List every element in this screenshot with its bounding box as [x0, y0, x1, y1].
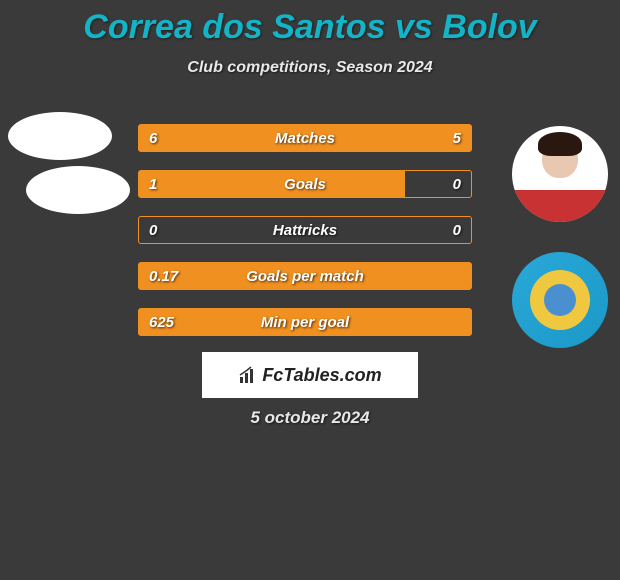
- right-player-avatars: [512, 126, 608, 378]
- date-text: 5 october 2024: [0, 408, 620, 428]
- right-player-avatar: [512, 126, 608, 222]
- bar-value-right: 5: [453, 125, 461, 153]
- bar-label: Goals: [139, 171, 471, 199]
- bar-value-right: 0: [453, 217, 461, 245]
- bar-hattricks: 0 Hattricks 0: [138, 216, 472, 244]
- left-player-avatar: [8, 112, 112, 160]
- bar-label: Goals per match: [139, 263, 471, 291]
- left-player-avatars: [8, 112, 130, 220]
- comparison-title: Correa dos Santos vs Bolov: [0, 0, 620, 47]
- bar-min-per-goal: 625 Min per goal: [138, 308, 472, 336]
- bar-value-right: 0: [453, 171, 461, 199]
- bar-label: Matches: [139, 125, 471, 153]
- bar-goals-per-match: 0.17 Goals per match: [138, 262, 472, 290]
- brand-text: FcTables.com: [262, 365, 381, 386]
- left-team-avatar: [26, 166, 130, 214]
- bar-label: Min per goal: [139, 309, 471, 337]
- right-team-avatar: [512, 252, 608, 348]
- comparison-subtitle: Club competitions, Season 2024: [0, 59, 620, 77]
- comparison-bars: 6 Matches 5 1 Goals 0 0 Hattricks 0 0.17…: [138, 124, 472, 354]
- bar-matches: 6 Matches 5: [138, 124, 472, 152]
- bar-label: Hattricks: [139, 217, 471, 245]
- chart-icon: [238, 365, 258, 385]
- brand-box[interactable]: FcTables.com: [202, 352, 418, 398]
- bar-goals: 1 Goals 0: [138, 170, 472, 198]
